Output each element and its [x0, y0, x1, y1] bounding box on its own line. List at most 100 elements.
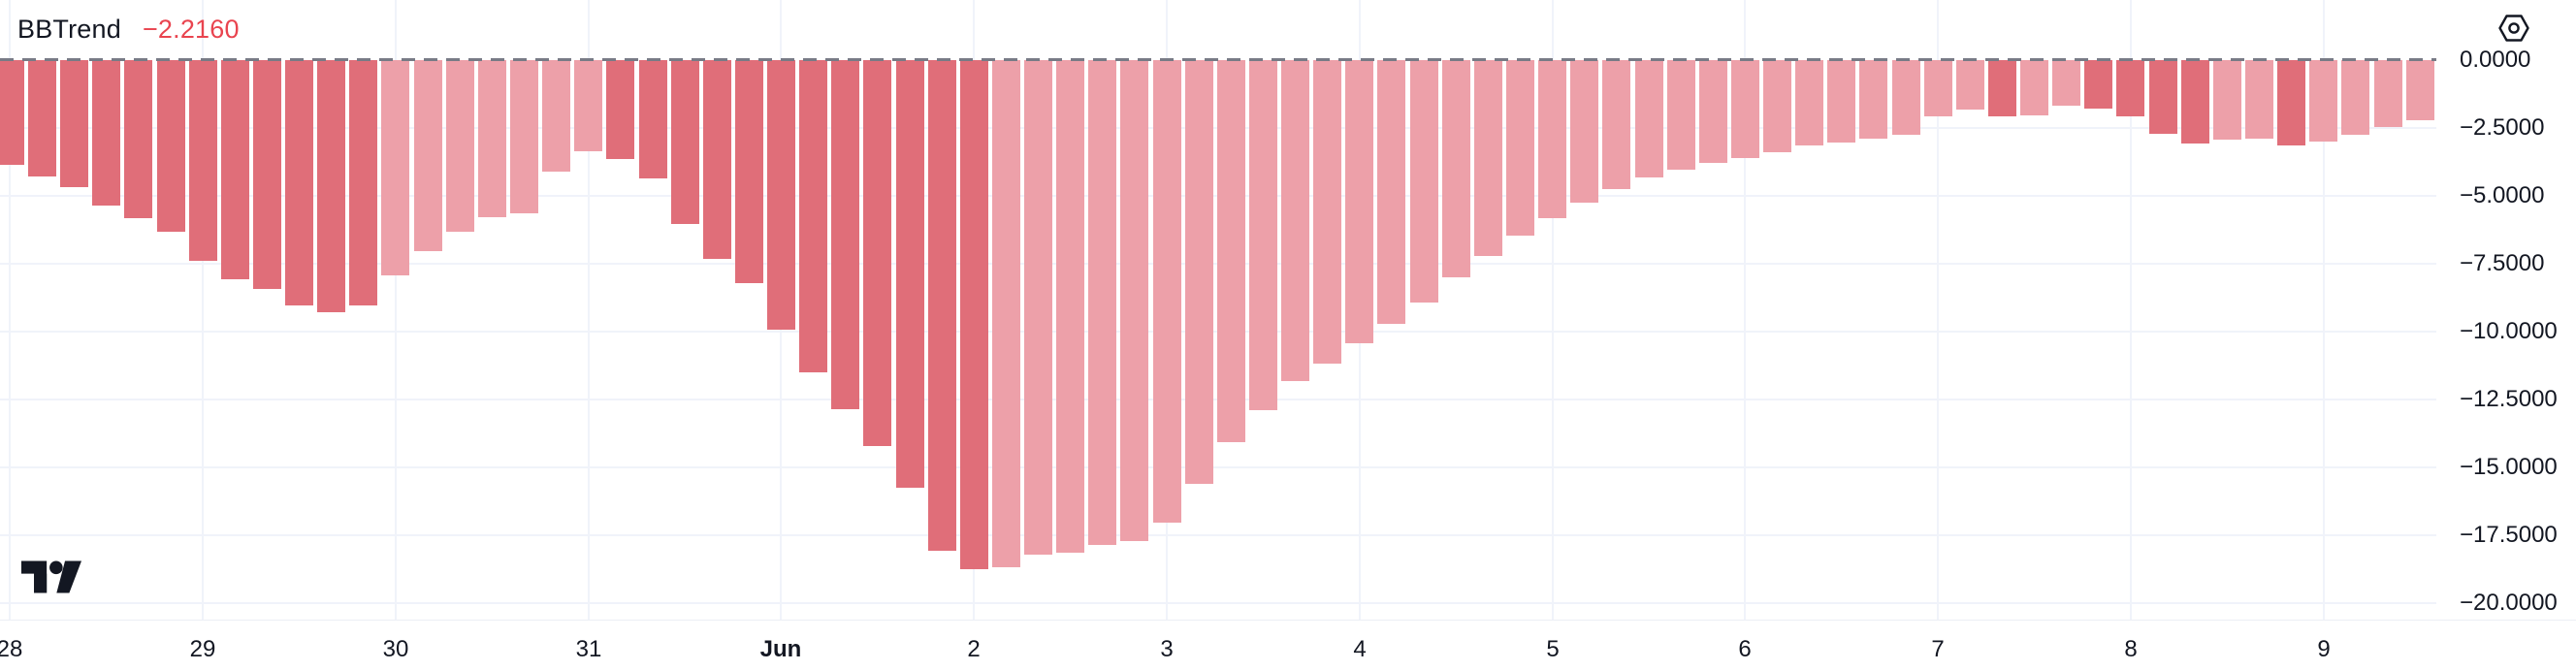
tradingview-logo[interactable]: [21, 560, 81, 593]
histogram-bar: [349, 59, 378, 306]
histogram-bar: [702, 59, 731, 260]
histogram-bar: [2084, 59, 2113, 109]
vertical-gridline: [2130, 0, 2132, 620]
vertical-gridline: [588, 0, 590, 620]
histogram-bar: [220, 59, 249, 280]
histogram-bar: [60, 59, 89, 188]
histogram-bar: [156, 59, 185, 232]
histogram-bar: [2341, 59, 2370, 135]
time-axis-label: 2: [967, 636, 981, 662]
histogram-bar: [1923, 59, 1952, 116]
histogram-bar: [1506, 59, 1534, 237]
histogram-bar: [188, 59, 217, 262]
histogram-bar: [1248, 59, 1277, 411]
horizontal-gridline: [0, 602, 2436, 604]
time-axis-label: 3: [1160, 636, 1174, 662]
histogram-bar: [670, 59, 699, 224]
price-axis-label: 0.0000: [2460, 47, 2531, 73]
histogram-bar: [0, 59, 24, 166]
histogram-bar: [1152, 59, 1181, 523]
histogram-bar: [1795, 59, 1824, 145]
zero-line: [0, 58, 2436, 62]
histogram-bar: [477, 59, 506, 218]
histogram-bar: [124, 59, 153, 218]
histogram-bar: [1281, 59, 1310, 382]
indicator-last-value: −2.2160: [142, 15, 240, 44]
time-axis-label: Jun: [759, 636, 802, 662]
time-axis-label: 7: [1931, 636, 1945, 662]
vertical-gridline: [1552, 0, 1554, 620]
vertical-gridline: [395, 0, 397, 620]
histogram-bar: [1024, 59, 1053, 555]
vertical-gridline: [1937, 0, 1939, 620]
horizontal-gridline: [0, 466, 2436, 468]
histogram-bar: [895, 59, 924, 488]
price-axis-label: −15.0000: [2460, 454, 2558, 480]
histogram-bar: [92, 59, 121, 206]
time-axis-label: 4: [1353, 636, 1367, 662]
time-axis[interactable]: 28 29 30 31 Jun 2 3 4 5 6 7 8 9: [0, 620, 2576, 671]
histogram-bar: [1891, 59, 1920, 136]
histogram-bar: [1409, 59, 1438, 303]
price-axis-label: −17.5000: [2460, 522, 2558, 548]
vertical-gridline: [9, 0, 11, 620]
histogram-bar: [606, 59, 635, 159]
histogram-bar: [1441, 59, 1470, 277]
histogram-bar: [1666, 59, 1695, 171]
vertical-gridline: [2323, 0, 2325, 620]
histogram-bar: [1730, 59, 1759, 158]
histogram-bar: [1987, 59, 2016, 116]
histogram-bar: [2405, 59, 2434, 120]
histogram-bar: [734, 59, 763, 284]
time-axis-label: 6: [1738, 636, 1752, 662]
histogram-bar: [2116, 59, 2145, 116]
histogram-bar: [574, 59, 603, 152]
histogram-bar: [1827, 59, 1856, 144]
histogram-bar: [413, 59, 442, 251]
histogram-bar: [1216, 59, 1245, 443]
time-axis-label: 5: [1546, 636, 1560, 662]
histogram-bar: [1313, 59, 1342, 364]
vertical-gridline: [202, 0, 204, 620]
histogram-bar: [2373, 59, 2402, 127]
histogram-bar: [2212, 59, 2241, 141]
histogram-bar: [1955, 59, 1984, 110]
time-axis-label: 28: [0, 636, 23, 662]
histogram-bar: [1698, 59, 1727, 164]
time-axis-label: 8: [2124, 636, 2138, 662]
histogram-bar: [1056, 59, 1085, 553]
histogram-bar: [1538, 59, 1567, 218]
price-axis-label: −20.0000: [2460, 590, 2558, 616]
histogram-bar: [28, 59, 57, 176]
histogram-bar: [1120, 59, 1149, 542]
hexagon-settings-icon[interactable]: [2498, 15, 2529, 42]
histogram-bar: [991, 59, 1020, 567]
histogram-bar: [2052, 59, 2081, 107]
histogram-bar: [927, 59, 956, 551]
histogram-bar: [2309, 59, 2338, 142]
histogram-bar: [285, 59, 314, 306]
time-axis-label: 31: [575, 636, 602, 662]
histogram-bar: [1634, 59, 1663, 177]
histogram-bar: [863, 59, 892, 447]
histogram-bar: [1184, 59, 1213, 484]
time-axis-label: 9: [2317, 636, 2331, 662]
histogram-bar: [317, 59, 346, 313]
histogram-bar: [1473, 59, 1502, 257]
price-axis-label: −2.5000: [2460, 114, 2545, 141]
histogram-bar: [1763, 59, 1792, 152]
price-axis-label: −10.0000: [2460, 318, 2558, 344]
time-axis-label: 29: [189, 636, 216, 662]
histogram-bar: [1377, 59, 1406, 325]
histogram-bar: [1859, 59, 1888, 140]
histogram-bar: [799, 59, 828, 372]
histogram-bar: [767, 59, 796, 330]
histogram-bar: [1570, 59, 1599, 203]
plot-area[interactable]: BBTrend −2.2160: [0, 0, 2436, 620]
histogram-bar: [445, 59, 474, 233]
price-axis[interactable]: 0.0000 −2.5000 −5.0000 −7.5000 −10.0000 −12.5…: [2436, 0, 2576, 620]
histogram-bar: [509, 59, 538, 214]
histogram-bar: [2020, 59, 2049, 116]
indicator-legend[interactable]: BBTrend −2.2160: [17, 15, 240, 45]
